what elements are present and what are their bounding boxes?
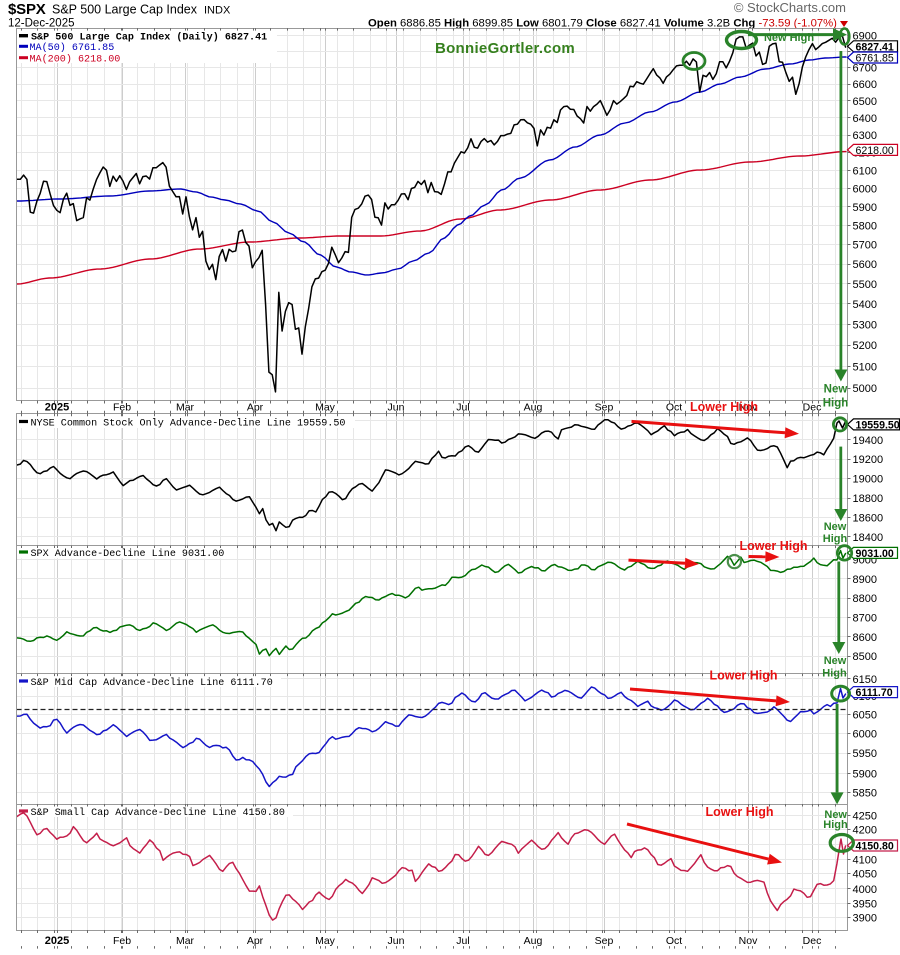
svg-text:6111.70: 6111.70 — [856, 687, 893, 699]
svg-text:6500: 6500 — [853, 96, 877, 108]
svg-text:6761.85: 6761.85 — [856, 53, 894, 65]
svg-text:8900: 8900 — [853, 574, 877, 586]
svg-text:5900: 5900 — [853, 202, 877, 214]
svg-text:5600: 5600 — [853, 259, 877, 271]
svg-text:6400: 6400 — [853, 113, 877, 125]
svg-text:6300: 6300 — [853, 130, 877, 142]
svg-text:5000: 5000 — [853, 383, 877, 395]
svg-text:New: New — [824, 655, 847, 667]
svg-text:6218.00: 6218.00 — [856, 145, 894, 157]
svg-text:12-Dec-2025: 12-Dec-2025 — [8, 18, 74, 30]
svg-text:New: New — [824, 521, 847, 533]
svg-text:© StockCharts.com: © StockCharts.com — [734, 0, 846, 15]
svg-text:19559.50: 19559.50 — [856, 419, 900, 431]
svg-text:4150.80: 4150.80 — [856, 841, 894, 853]
svg-text:BonnieGortler.com: BonnieGortler.com — [435, 40, 575, 57]
svg-text:Jun: Jun — [388, 935, 405, 947]
svg-text:S&P Mid Cap Advance-Decline Li: S&P Mid Cap Advance-Decline Line 6111.70 — [31, 677, 273, 689]
svg-text:Oct: Oct — [666, 935, 682, 947]
svg-text:5850: 5850 — [853, 788, 877, 800]
svg-text:18600: 18600 — [853, 512, 884, 524]
svg-text:8700: 8700 — [853, 613, 877, 625]
svg-text:6000: 6000 — [853, 729, 877, 741]
svg-text:3950: 3950 — [853, 898, 877, 910]
svg-text:5300: 5300 — [853, 319, 877, 331]
svg-text:Aug: Aug — [524, 402, 543, 414]
svg-text:Open 6886.85 High 6899.85 Low: Open 6886.85 High 6899.85 Low 6801.79 Cl… — [368, 18, 837, 30]
svg-text:5900: 5900 — [853, 768, 877, 780]
svg-text:Feb: Feb — [113, 935, 131, 947]
svg-text:Jun: Jun — [388, 402, 405, 414]
svg-text:6150: 6150 — [853, 674, 877, 686]
svg-text:18400: 18400 — [853, 532, 884, 544]
svg-text:High: High — [823, 819, 848, 831]
svg-text:MA(200) 6218.00: MA(200) 6218.00 — [30, 53, 121, 65]
svg-text:2025: 2025 — [45, 935, 69, 947]
svg-text:5500: 5500 — [853, 279, 877, 291]
svg-text:Apr: Apr — [247, 402, 264, 414]
svg-text:Dec: Dec — [803, 935, 822, 947]
svg-text:NYSE Common Stock Only Advance: NYSE Common Stock Only Advance-Decline L… — [31, 417, 346, 429]
svg-text:Sep: Sep — [595, 935, 614, 947]
svg-text:INDX: INDX — [204, 5, 231, 17]
svg-text:5400: 5400 — [853, 299, 877, 311]
svg-text:MA(50) 6761.85: MA(50) 6761.85 — [30, 42, 115, 54]
svg-text:4250: 4250 — [853, 810, 877, 822]
svg-text:Mar: Mar — [176, 935, 195, 947]
svg-text:Lower High: Lower High — [739, 539, 807, 553]
svg-text:Mar: Mar — [176, 402, 195, 414]
svg-text:May: May — [315, 935, 336, 947]
svg-text:SPX Advance-Decline Line 9031.: SPX Advance-Decline Line 9031.00 — [31, 548, 225, 560]
svg-text:Dec: Dec — [803, 402, 822, 414]
svg-text:6100: 6100 — [853, 165, 877, 177]
svg-text:8800: 8800 — [853, 593, 877, 605]
svg-text:5200: 5200 — [853, 340, 877, 352]
svg-text:Sep: Sep — [595, 402, 614, 414]
svg-text:May: May — [315, 402, 336, 414]
svg-text:6600: 6600 — [853, 79, 877, 91]
svg-text:8500: 8500 — [853, 651, 877, 663]
svg-text:6700: 6700 — [853, 63, 877, 75]
svg-text:8600: 8600 — [853, 632, 877, 644]
svg-text:Jul: Jul — [456, 935, 469, 947]
svg-text:5800: 5800 — [853, 221, 877, 233]
svg-text:Jul: Jul — [456, 402, 469, 414]
svg-text:Lower High: Lower High — [690, 400, 758, 414]
svg-text:5700: 5700 — [853, 240, 877, 252]
svg-text:19200: 19200 — [853, 454, 884, 466]
svg-text:Lower High: Lower High — [709, 669, 777, 683]
svg-text:High: High — [822, 668, 847, 680]
svg-text:High: High — [823, 398, 849, 410]
svg-text:S&P 500 Large Cap Index: S&P 500 Large Cap Index — [52, 3, 198, 17]
svg-text:New High: New High — [764, 32, 814, 44]
svg-text:New: New — [824, 384, 848, 396]
svg-text:Aug: Aug — [524, 935, 543, 947]
svg-text:$SPX: $SPX — [8, 1, 46, 18]
svg-text:5100: 5100 — [853, 362, 877, 374]
svg-text:6050: 6050 — [853, 710, 877, 722]
svg-text:Apr: Apr — [247, 935, 264, 947]
svg-text:High: High — [823, 533, 848, 545]
svg-text:19000: 19000 — [853, 474, 884, 486]
svg-text:18800: 18800 — [853, 493, 884, 505]
svg-text:4200: 4200 — [853, 825, 877, 837]
svg-text:4000: 4000 — [853, 884, 877, 896]
svg-text:S&P Small Cap Advance-Decline: S&P Small Cap Advance-Decline Line 4150.… — [31, 807, 285, 819]
svg-text:19400: 19400 — [853, 435, 884, 447]
svg-text:Oct: Oct — [666, 402, 682, 414]
svg-text:6000: 6000 — [853, 184, 877, 196]
svg-text:3900: 3900 — [853, 913, 877, 925]
svg-text:Nov: Nov — [739, 935, 758, 947]
svg-text:Feb: Feb — [113, 402, 131, 414]
svg-text:9031.00: 9031.00 — [856, 548, 894, 560]
svg-text:2025: 2025 — [45, 402, 69, 414]
svg-text:Lower High: Lower High — [705, 805, 773, 819]
svg-text:S&P 500 Large Cap Index (Daily: S&P 500 Large Cap Index (Daily) 6827.41 — [31, 32, 267, 44]
svg-text:4050: 4050 — [853, 869, 877, 881]
svg-text:4100: 4100 — [853, 855, 877, 867]
svg-text:5950: 5950 — [853, 748, 877, 760]
